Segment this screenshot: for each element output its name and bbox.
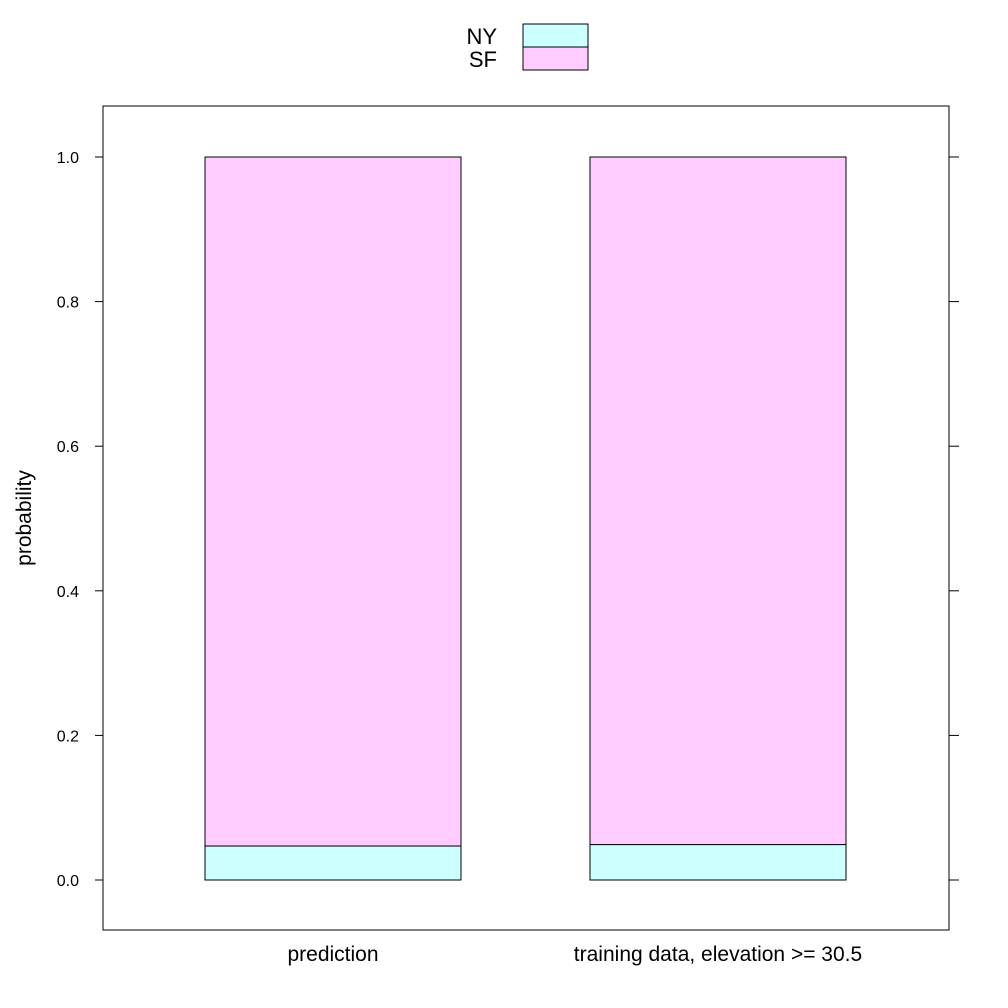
y-tick-label: 0.8 (57, 295, 79, 312)
x-category-label: prediction (287, 943, 378, 966)
y-tick-label: 0.0 (57, 873, 79, 890)
bar-sf-training-data-elevation-30-5 (589, 156, 847, 846)
y-tick-label: 0.2 (57, 728, 79, 745)
y-axis-right (949, 156, 959, 881)
y-tick-label: 1.0 (57, 150, 79, 167)
x-category-label: training data, elevation >= 30.5 (574, 943, 862, 966)
legend-swatch-ny (522, 23, 589, 48)
y-tick-label: 0.4 (57, 584, 79, 601)
legend-label-sf: SF (469, 47, 497, 72)
bar-sf-prediction (204, 156, 462, 847)
bar-ny-training-data-elevation-30-5 (589, 844, 847, 881)
y-axis-title: probability (13, 470, 36, 566)
bars (204, 156, 847, 881)
plot-frame (102, 105, 950, 931)
x-axis-labels: prediction training data, elevation >= 30… (287, 943, 862, 966)
legend-label-ny: NY (466, 24, 497, 49)
legend-swatch-sf (522, 46, 589, 71)
bar-ny-prediction (204, 845, 462, 881)
y-tick-label: 0.6 (57, 439, 79, 456)
y-axis-left: 0.0 0.2 0.4 0.6 0.8 1.0 (57, 150, 103, 890)
